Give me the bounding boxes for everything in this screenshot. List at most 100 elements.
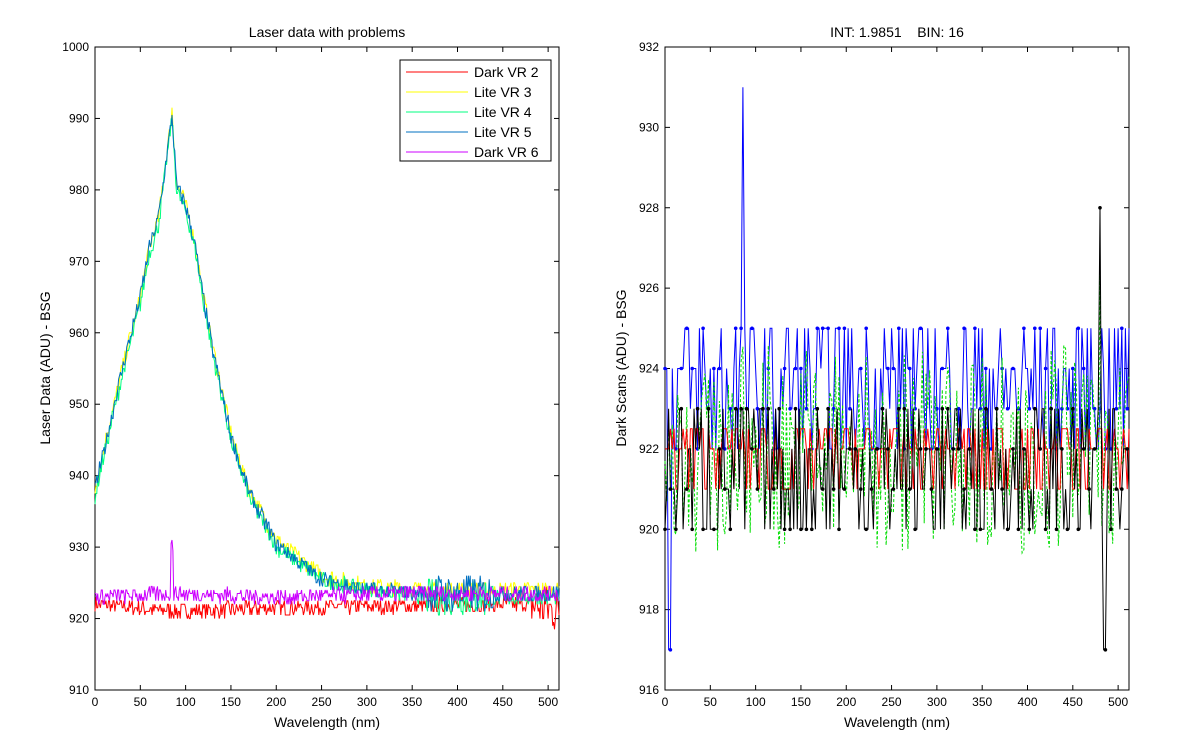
right-series-marker — [864, 326, 868, 331]
right-series-marker — [1081, 366, 1086, 371]
right-series-marker — [804, 406, 809, 411]
right-series-marker — [1043, 527, 1048, 532]
right-series-marker — [1065, 527, 1070, 532]
right-series-marker — [859, 487, 863, 491]
left-x-tick-label: 450 — [493, 695, 513, 709]
right-series-marker — [1043, 366, 1048, 371]
left-x-tick-label: 200 — [266, 695, 286, 709]
right-series-marker — [1000, 487, 1004, 491]
right-series-marker — [793, 366, 798, 371]
right-series-marker — [750, 326, 754, 331]
left-x-tick-label: 500 — [538, 695, 558, 709]
right-series-marker — [777, 406, 781, 411]
right-series-marker — [1022, 447, 1026, 451]
right-series-marker — [875, 447, 879, 451]
right-series-marker — [712, 527, 716, 532]
right-y-tick-label: 932 — [639, 40, 659, 54]
right-series-marker — [668, 648, 673, 652]
right-series-marker — [924, 447, 928, 451]
right-series-line — [665, 87, 1130, 651]
left-chart-title: Laser data with problems — [249, 24, 405, 40]
right-series-marker — [1005, 527, 1010, 532]
left-y-tick-label: 960 — [69, 326, 89, 340]
right-series-marker — [1120, 487, 1124, 491]
right-series-marker — [723, 487, 727, 491]
right-series-marker — [1125, 447, 1129, 451]
right-series-marker — [695, 406, 700, 411]
right-series-marker — [690, 366, 694, 371]
right-series-marker — [956, 447, 961, 451]
left-axis-ticks: 0 50 100 150 200 250 300 350 400 450 500 910 920 930 9… — [62, 40, 559, 709]
legend-label: Lite VR 4 — [474, 104, 532, 120]
right-series-marker — [674, 527, 678, 532]
right-series-marker — [859, 366, 863, 371]
right-series-marker — [1120, 326, 1124, 331]
right-series-marker — [1103, 648, 1108, 652]
left-y-tick-label: 950 — [69, 397, 89, 411]
right-series-marker — [717, 447, 722, 451]
left-x-tick-label: 400 — [447, 695, 467, 709]
right-y-tick-label: 918 — [639, 603, 659, 617]
right-series-marker — [962, 326, 966, 331]
right-series-marker — [907, 366, 912, 371]
right-series-marker — [772, 487, 776, 491]
left-x-tick-label: 250 — [312, 695, 332, 709]
right-series-marker — [1092, 447, 1097, 451]
right-series-marker — [1071, 406, 1075, 411]
right-series-marker — [864, 527, 868, 532]
right-series-marker — [1071, 366, 1075, 371]
right-series-marker — [1027, 527, 1032, 532]
right-series-marker — [1076, 527, 1081, 532]
right-series-marker — [886, 366, 890, 371]
right-series-marker — [804, 527, 809, 532]
left-x-axis-label: Wavelength (nm) — [274, 714, 380, 730]
right-series-marker — [820, 326, 825, 331]
right-series-marker — [837, 527, 841, 532]
right-x-tick-label: 300 — [927, 695, 947, 709]
right-series-marker — [973, 326, 977, 331]
right-series-marker — [891, 366, 896, 371]
right-series-marker — [815, 406, 820, 411]
right-series-marker — [929, 487, 934, 491]
right-series-marker — [897, 406, 901, 411]
right-series-marker — [1038, 447, 1042, 451]
right-series-marker — [1081, 447, 1086, 451]
right-x-tick-label: 0 — [662, 695, 669, 709]
left-y-tick-label: 910 — [69, 683, 89, 697]
right-series-marker — [799, 366, 803, 371]
left-series-line — [95, 114, 560, 612]
right-series-marker — [1087, 487, 1091, 491]
right-series-marker — [1114, 487, 1119, 491]
left-y-tick-label: 980 — [69, 183, 89, 197]
right-series-marker — [679, 366, 684, 371]
right-x-tick-label: 450 — [1063, 695, 1083, 709]
right-series-marker — [962, 487, 966, 491]
left-x-tick-label: 0 — [92, 695, 99, 709]
right-series-marker — [984, 366, 988, 371]
right-series-marker — [788, 527, 792, 532]
right-series-marker — [994, 406, 999, 411]
legend-label: Lite VR 3 — [474, 84, 532, 100]
right-series-marker — [1005, 406, 1010, 411]
right-series-marker — [1098, 206, 1102, 210]
right-series-marker — [1049, 406, 1053, 411]
right-series-marker — [978, 527, 983, 532]
right-series-marker — [1125, 406, 1129, 411]
right-series-marker — [902, 406, 907, 411]
right-series-marker — [1060, 447, 1064, 451]
right-x-tick-label: 50 — [704, 695, 718, 709]
right-series-marker — [989, 487, 994, 491]
right-series-marker — [918, 447, 923, 451]
right-series-marker — [717, 366, 722, 371]
left-x-tick-label: 50 — [134, 695, 148, 709]
left-x-tick-label: 150 — [221, 695, 241, 709]
right-series-marker — [842, 326, 847, 331]
right-series-marker — [728, 406, 733, 411]
right-series-marker — [744, 406, 749, 411]
right-series-marker — [956, 406, 961, 411]
right-series-marker — [733, 406, 738, 411]
legend-label: Dark VR 2 — [474, 64, 539, 80]
right-y-tick-label: 926 — [639, 281, 659, 295]
left-chart: Laser data with problems Wavelength (nm)… — [37, 24, 560, 730]
